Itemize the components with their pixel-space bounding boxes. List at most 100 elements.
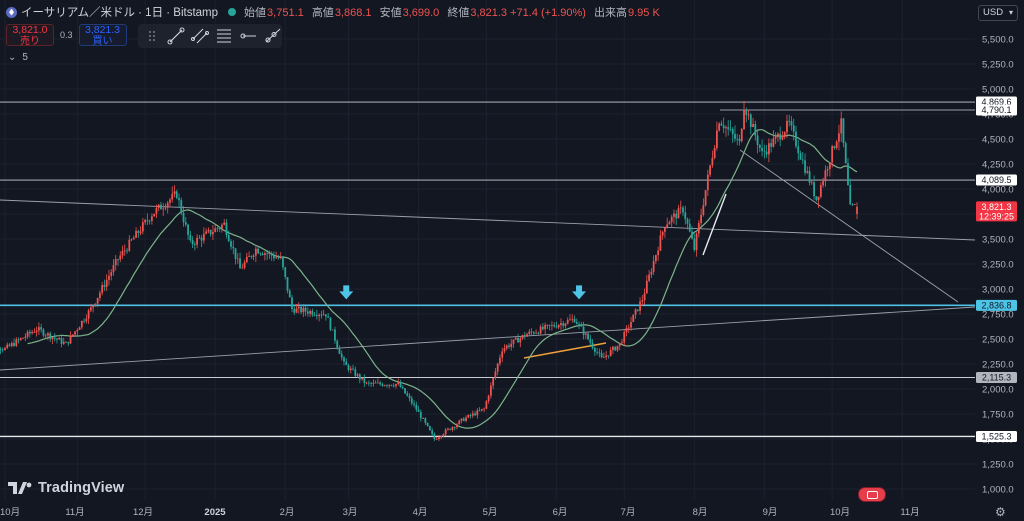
candle-body	[148, 220, 151, 222]
candle	[28, 329, 31, 338]
candle-body	[645, 280, 648, 294]
candle	[661, 230, 664, 240]
candle-body	[745, 109, 748, 115]
candle	[13, 338, 15, 348]
candle-body	[297, 306, 300, 309]
candle-body	[130, 239, 133, 241]
candle-body	[772, 138, 775, 147]
candle	[121, 245, 124, 259]
candle	[725, 125, 727, 137]
candle	[334, 326, 336, 344]
parallel-channel-tool-icon[interactable]	[190, 26, 211, 46]
candle-body	[47, 333, 49, 336]
candle	[792, 118, 795, 141]
candle	[483, 407, 486, 413]
candle	[530, 328, 533, 336]
candle-body	[702, 205, 705, 215]
candle	[76, 328, 79, 336]
candle-body	[164, 207, 167, 209]
chart-grid	[0, 0, 975, 500]
candle-body	[273, 255, 275, 259]
candle-body	[829, 162, 831, 170]
candle-body	[151, 216, 153, 221]
trend-line	[739, 149, 959, 303]
candle-body	[65, 341, 67, 343]
candle-body	[71, 334, 74, 336]
sell-button[interactable]: 3,821.0 売り	[6, 24, 54, 47]
fib-retracement-tool-icon[interactable]	[213, 26, 234, 46]
price-tick-label: 5,500.0	[982, 35, 1014, 46]
candle-body	[33, 332, 36, 333]
candle-body	[496, 363, 499, 372]
candle-body	[236, 258, 239, 260]
candle	[501, 347, 504, 363]
gear-icon[interactable]: ⚙	[995, 505, 1006, 519]
go-to-realtime-button[interactable]	[858, 487, 886, 502]
candle	[451, 426, 454, 432]
candle-body	[144, 219, 147, 223]
candle-body	[356, 374, 359, 376]
candle	[709, 164, 712, 178]
candle-body	[126, 250, 128, 252]
candle-body	[668, 222, 671, 225]
buy-button[interactable]: 3,821.3 買い	[78, 24, 127, 47]
candle-body	[494, 371, 497, 378]
candle-body	[406, 393, 409, 396]
price-label: 4,790.1	[976, 104, 1017, 116]
candle	[467, 414, 470, 419]
candle	[6, 342, 9, 350]
ray-tool-icon[interactable]	[261, 26, 282, 46]
candle-body	[322, 314, 325, 316]
candle	[383, 384, 386, 387]
time-tick-label: 8月	[693, 507, 708, 518]
candle-body	[388, 384, 391, 386]
candle	[31, 329, 34, 335]
candle	[480, 408, 483, 412]
candle	[275, 251, 278, 260]
candle	[580, 321, 583, 327]
trend-line-tool-icon[interactable]	[166, 26, 187, 46]
candle-body	[716, 130, 718, 148]
candle	[774, 132, 777, 145]
candle	[47, 331, 49, 341]
candle-body	[677, 208, 680, 219]
candle	[318, 313, 321, 322]
candle	[252, 253, 255, 261]
candle-body	[243, 262, 246, 268]
candle	[781, 130, 784, 141]
candle-body	[643, 293, 646, 301]
tradingview-logo[interactable]: TradingView	[8, 480, 124, 496]
candle	[587, 332, 589, 341]
candle	[810, 180, 813, 185]
candle-body	[419, 411, 422, 419]
candle-body	[844, 143, 847, 164]
candle-body	[60, 338, 63, 344]
candle	[822, 177, 825, 188]
candle	[813, 175, 815, 200]
candle-body	[153, 213, 156, 217]
candle-body	[695, 233, 698, 250]
candle	[395, 383, 397, 389]
candle-body	[340, 353, 343, 358]
candle-body	[182, 212, 185, 223]
candle	[250, 255, 253, 260]
candle-body	[180, 200, 183, 213]
candle	[322, 309, 325, 316]
indicators-toggle[interactable]: ⌄ 5	[8, 52, 28, 63]
candle	[49, 331, 52, 343]
symbol-title[interactable]: イーサリアム／米ドル · 1日 · Bitstamp	[21, 7, 219, 19]
candle	[160, 201, 162, 210]
candle-body	[245, 256, 248, 263]
horizontal-ray-tool-icon[interactable]	[237, 26, 258, 46]
currency-select[interactable]: USD ▾	[978, 5, 1018, 21]
candle-body	[670, 216, 673, 223]
candle	[657, 246, 660, 261]
brand-name: TradingView	[38, 480, 125, 496]
candle-body	[743, 109, 745, 129]
candle	[691, 226, 693, 240]
candle	[1, 347, 4, 353]
candle	[311, 308, 314, 317]
drag-handle-icon[interactable]	[142, 26, 163, 46]
candle-body	[688, 223, 691, 232]
